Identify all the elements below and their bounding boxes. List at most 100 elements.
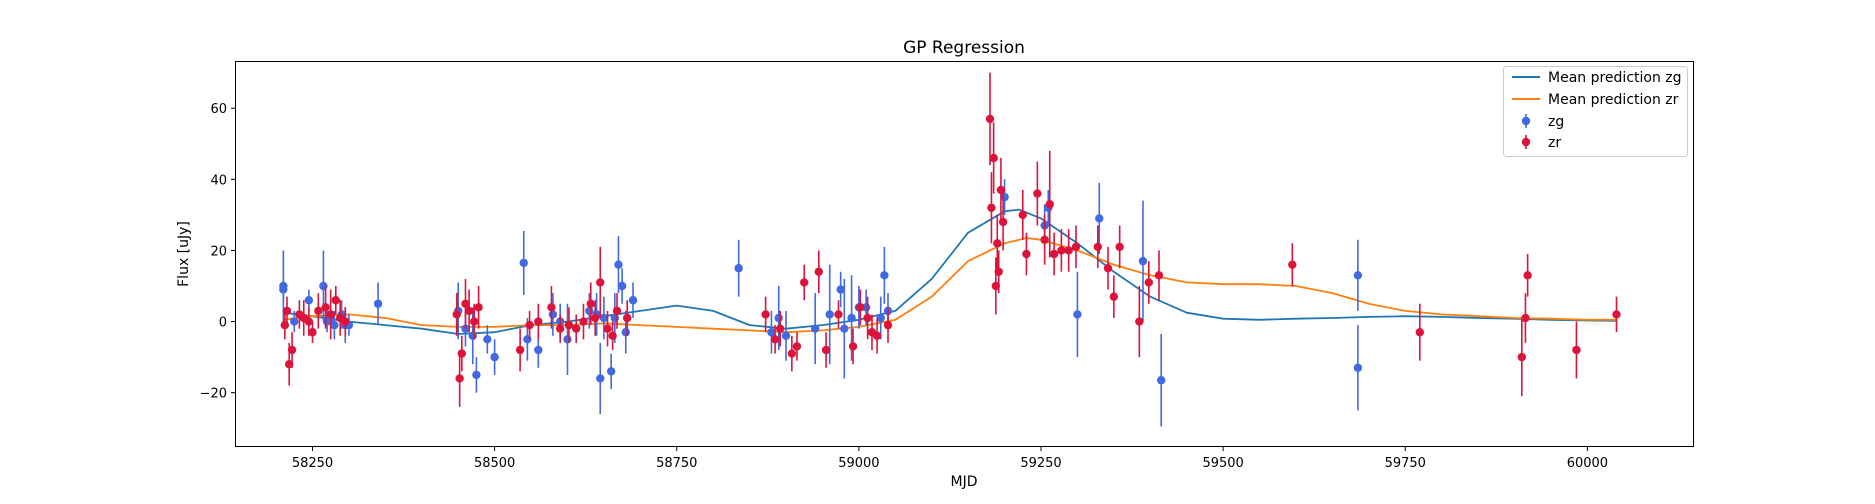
- point-zg: [596, 374, 604, 382]
- point-zg: [374, 300, 382, 308]
- x-axis-label: MJD: [951, 474, 978, 490]
- point-zg: [629, 296, 637, 304]
- y-tick-label: −20: [200, 387, 227, 402]
- point-zg: [811, 324, 819, 332]
- point-zr: [458, 349, 466, 357]
- point-zg: [734, 264, 742, 272]
- point-zg: [1139, 257, 1147, 265]
- legend-label-zr-mean: Mean prediction zr: [1548, 92, 1679, 108]
- point-zr: [572, 324, 580, 332]
- point-zr: [591, 314, 599, 322]
- point-zr: [1135, 317, 1143, 325]
- point-zg: [826, 310, 834, 318]
- point-zg: [618, 282, 626, 290]
- point-zr: [989, 154, 997, 162]
- point-zr: [873, 332, 881, 340]
- point-zr: [1104, 264, 1112, 272]
- point-zg: [607, 367, 615, 375]
- x-tick-label: 58250: [292, 456, 333, 471]
- point-zr: [1416, 328, 1424, 336]
- point-zr: [283, 307, 291, 315]
- point-zr: [332, 296, 340, 304]
- point-zg: [490, 353, 498, 361]
- point-zr: [623, 314, 631, 322]
- point-zg: [563, 335, 571, 343]
- point-zg: [782, 332, 790, 340]
- point-zr: [556, 324, 564, 332]
- point-zg: [549, 310, 557, 318]
- point-zg: [305, 296, 313, 304]
- point-zr: [596, 278, 604, 286]
- point-zr: [997, 186, 1005, 194]
- y-tick-label: 0: [219, 316, 227, 331]
- point-zg: [472, 371, 480, 379]
- point-zg: [585, 307, 593, 315]
- y-tick-label: 40: [210, 173, 227, 188]
- point-zg: [290, 317, 298, 325]
- point-zg: [1073, 310, 1081, 318]
- point-zg: [880, 271, 888, 279]
- point-zr: [884, 321, 892, 329]
- point-zg: [775, 314, 783, 322]
- point-zr: [788, 349, 796, 357]
- point-zr: [800, 278, 808, 286]
- point-zr: [1019, 211, 1027, 219]
- y-tick-label: 20: [210, 244, 227, 259]
- point-zr: [321, 303, 329, 311]
- point-zg: [840, 324, 848, 332]
- point-zr: [863, 314, 871, 322]
- point-zr: [1050, 250, 1058, 258]
- point-zr: [856, 303, 864, 311]
- point-zr: [995, 268, 1003, 276]
- point-zr: [1110, 292, 1118, 300]
- point-zr: [288, 346, 296, 354]
- chart-title: GP Regression: [903, 38, 1025, 58]
- point-zr: [587, 300, 595, 308]
- point-zr: [314, 307, 322, 315]
- point-zr: [834, 310, 842, 318]
- point-zr: [327, 310, 335, 318]
- point-zr: [1288, 260, 1296, 268]
- point-zg: [279, 285, 287, 293]
- x-tick-label: 59250: [1020, 456, 1061, 471]
- point-zr: [525, 321, 533, 329]
- point-zr: [1022, 250, 1030, 258]
- point-zg: [534, 346, 542, 354]
- point-zr: [761, 310, 769, 318]
- point-zr: [849, 342, 857, 350]
- point-zg: [622, 328, 630, 336]
- point-zr: [822, 346, 830, 354]
- point-zg: [483, 335, 491, 343]
- point-zr: [1033, 189, 1041, 197]
- point-zr: [613, 307, 621, 315]
- point-zg: [520, 259, 528, 267]
- point-zg: [1157, 376, 1165, 384]
- point-zr: [1518, 353, 1526, 361]
- point-zr: [547, 303, 555, 311]
- point-zr: [1523, 271, 1531, 279]
- x-tick-label: 60000: [1567, 456, 1608, 471]
- point-zr: [993, 239, 1001, 247]
- point-zr: [1046, 200, 1054, 208]
- point-zr: [771, 335, 779, 343]
- point-zr: [470, 317, 478, 325]
- point-zr: [603, 324, 611, 332]
- point-zr: [1040, 236, 1048, 244]
- point-zr: [1072, 243, 1080, 251]
- point-zr: [1115, 243, 1123, 251]
- point-zr: [474, 303, 482, 311]
- y-tick-label: 60: [210, 102, 227, 117]
- point-zr: [1521, 314, 1529, 322]
- x-tick-label: 59750: [1385, 456, 1426, 471]
- point-zr: [776, 324, 784, 332]
- point-zr: [565, 321, 573, 329]
- point-zr: [1572, 346, 1580, 354]
- legend-marker-zg: [1522, 117, 1530, 125]
- point-zg: [847, 314, 855, 322]
- point-zr: [308, 328, 316, 336]
- x-tick-label: 58500: [474, 456, 515, 471]
- legend-label-zg: zg: [1548, 114, 1564, 130]
- point-zr: [516, 346, 524, 354]
- point-zg: [1354, 364, 1362, 372]
